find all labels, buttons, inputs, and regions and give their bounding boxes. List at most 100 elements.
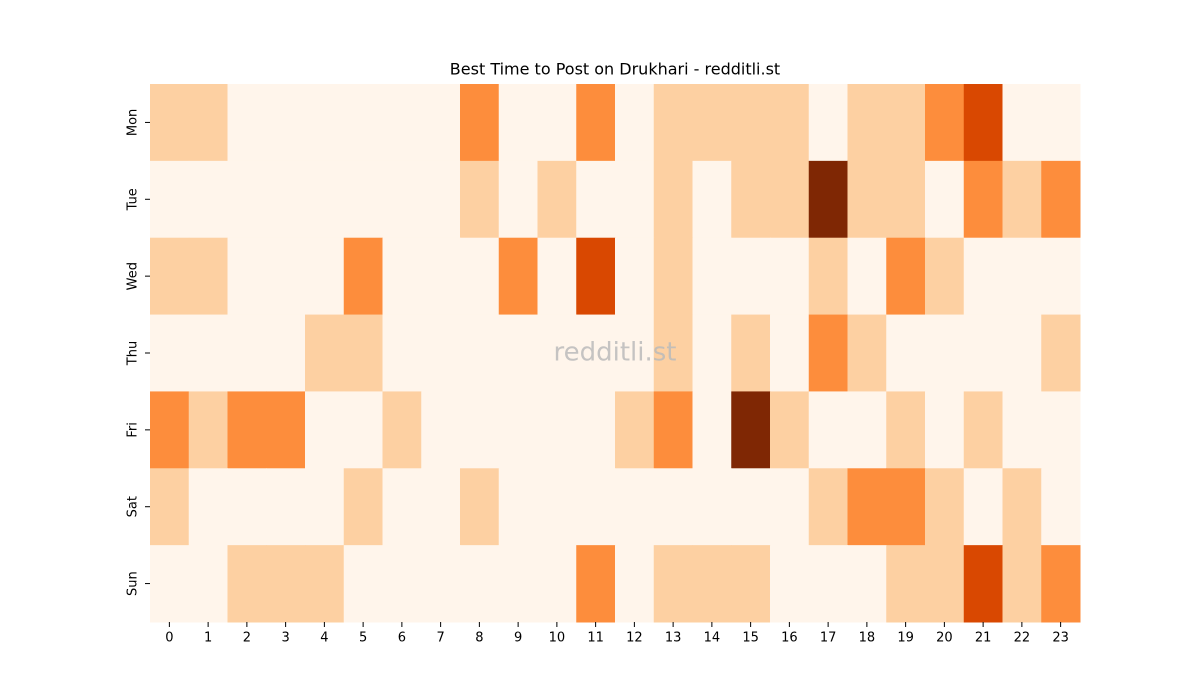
heat-cell: [421, 160, 461, 239]
heat-cell: [1041, 391, 1081, 469]
heat-cell: [305, 391, 345, 469]
heat-cell: [460, 160, 500, 239]
heat-cell: [150, 314, 190, 392]
heat-cell: [576, 545, 616, 623]
heat-cell: [963, 391, 1003, 469]
heat-cell: [188, 314, 228, 392]
heat-cell: [653, 545, 693, 623]
heat-cell: [227, 160, 267, 239]
heat-cell: [305, 84, 345, 162]
heat-cell: [305, 545, 345, 623]
heat-cell: [653, 84, 693, 162]
heat-cell: [731, 237, 771, 316]
heat-cell: [963, 160, 1003, 239]
watermark: redditli.st: [554, 338, 677, 368]
x-tick-label: 13: [665, 631, 682, 646]
x-tick-label: 5: [359, 631, 367, 646]
x-tick-label: 12: [626, 631, 643, 646]
heat-cell: [382, 545, 422, 623]
x-tick-label: 23: [1052, 631, 1069, 646]
heat-cell: [1002, 314, 1042, 392]
x-tick-label: 19: [897, 631, 914, 646]
heat-cell: [731, 314, 771, 392]
heat-cell: [188, 391, 228, 469]
heat-cell: [770, 237, 810, 316]
heat-cell: [150, 545, 190, 623]
heat-cell: [266, 468, 306, 546]
heat-cell: [1002, 391, 1042, 469]
x-tick-label: 7: [436, 631, 444, 646]
heat-cell: [537, 314, 577, 392]
heat-cell: [770, 545, 810, 623]
heat-cell: [731, 160, 771, 239]
heat-cell: [808, 545, 848, 623]
heat-cell: [653, 160, 693, 239]
heat-cell: [382, 237, 422, 316]
heat-cell: [925, 160, 965, 239]
heat-cell: [847, 391, 887, 469]
heat-cell: [615, 160, 655, 239]
heat-cell: [1002, 545, 1042, 623]
y-tick-label: Tue: [126, 188, 141, 211]
heat-cell: [227, 237, 267, 316]
heat-cell: [847, 314, 887, 392]
heat-cell: [770, 160, 810, 239]
heat-cell: [615, 237, 655, 316]
heat-cell: [266, 160, 306, 239]
heat-cell: [227, 84, 267, 162]
y-tick-label: Sun: [126, 571, 141, 596]
heat-cell: [808, 468, 848, 546]
heat-cell: [227, 391, 267, 469]
heat-cell: [576, 237, 616, 316]
heat-cell: [886, 160, 926, 239]
heat-cell: [576, 84, 616, 162]
x-tick-label: 10: [549, 631, 566, 646]
heat-cell: [150, 84, 190, 162]
heat-cell: [615, 314, 655, 392]
heat-cell: [150, 160, 190, 239]
heat-cell: [770, 468, 810, 546]
heat-cell: [847, 160, 887, 239]
heat-cell: [266, 545, 306, 623]
heat-cell: [1041, 468, 1081, 546]
heat-cell: [188, 84, 228, 162]
heat-cell: [653, 237, 693, 316]
x-tick-label: 11: [587, 631, 604, 646]
heat-cell: [925, 468, 965, 546]
heat-cell: [1041, 237, 1081, 316]
heat-cell: [653, 314, 693, 392]
heat-cell: [343, 545, 383, 623]
heat-cell: [460, 237, 500, 316]
heat-cell: [653, 391, 693, 469]
heat-cell: [653, 468, 693, 546]
heat-cell: [421, 468, 461, 546]
x-tick-label: 20: [936, 631, 953, 646]
heat-cell: [731, 545, 771, 623]
heat-cell: [150, 391, 190, 469]
heat-cell: [1002, 84, 1042, 162]
heat-cell: [615, 468, 655, 546]
x-tick-label: 17: [820, 631, 837, 646]
heat-cell: [460, 545, 500, 623]
heat-cell: [343, 237, 383, 316]
heat-cell: [382, 468, 422, 546]
heat-cell: [227, 314, 267, 392]
heat-cell: [963, 237, 1003, 316]
heat-cell: [498, 160, 538, 239]
heat-cell: [421, 84, 461, 162]
heat-cell: [692, 545, 732, 623]
heat-cell: [808, 391, 848, 469]
heat-cell: [692, 468, 732, 546]
heat-cell: [808, 160, 848, 239]
heat-cell: [886, 545, 926, 623]
heat-cell: [808, 237, 848, 316]
y-tick-label: Wed: [126, 262, 141, 290]
heat-cell: [150, 468, 190, 546]
heat-cell: [847, 545, 887, 623]
heat-cell: [382, 160, 422, 239]
heat-cell: [227, 468, 267, 546]
heat-cell: [576, 391, 616, 469]
heat-cell: [1041, 84, 1081, 162]
heat-cell: [925, 545, 965, 623]
